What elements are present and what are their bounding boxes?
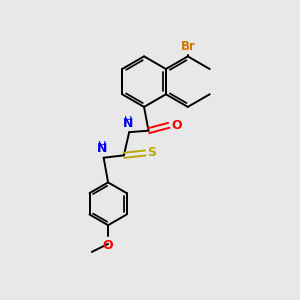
Text: N: N	[97, 142, 107, 155]
Text: S: S	[148, 146, 157, 160]
Text: H: H	[124, 116, 132, 126]
Text: Br: Br	[180, 40, 195, 53]
Text: H: H	[98, 141, 106, 151]
Text: N: N	[122, 117, 133, 130]
Text: O: O	[103, 238, 113, 252]
Text: O: O	[171, 119, 182, 132]
